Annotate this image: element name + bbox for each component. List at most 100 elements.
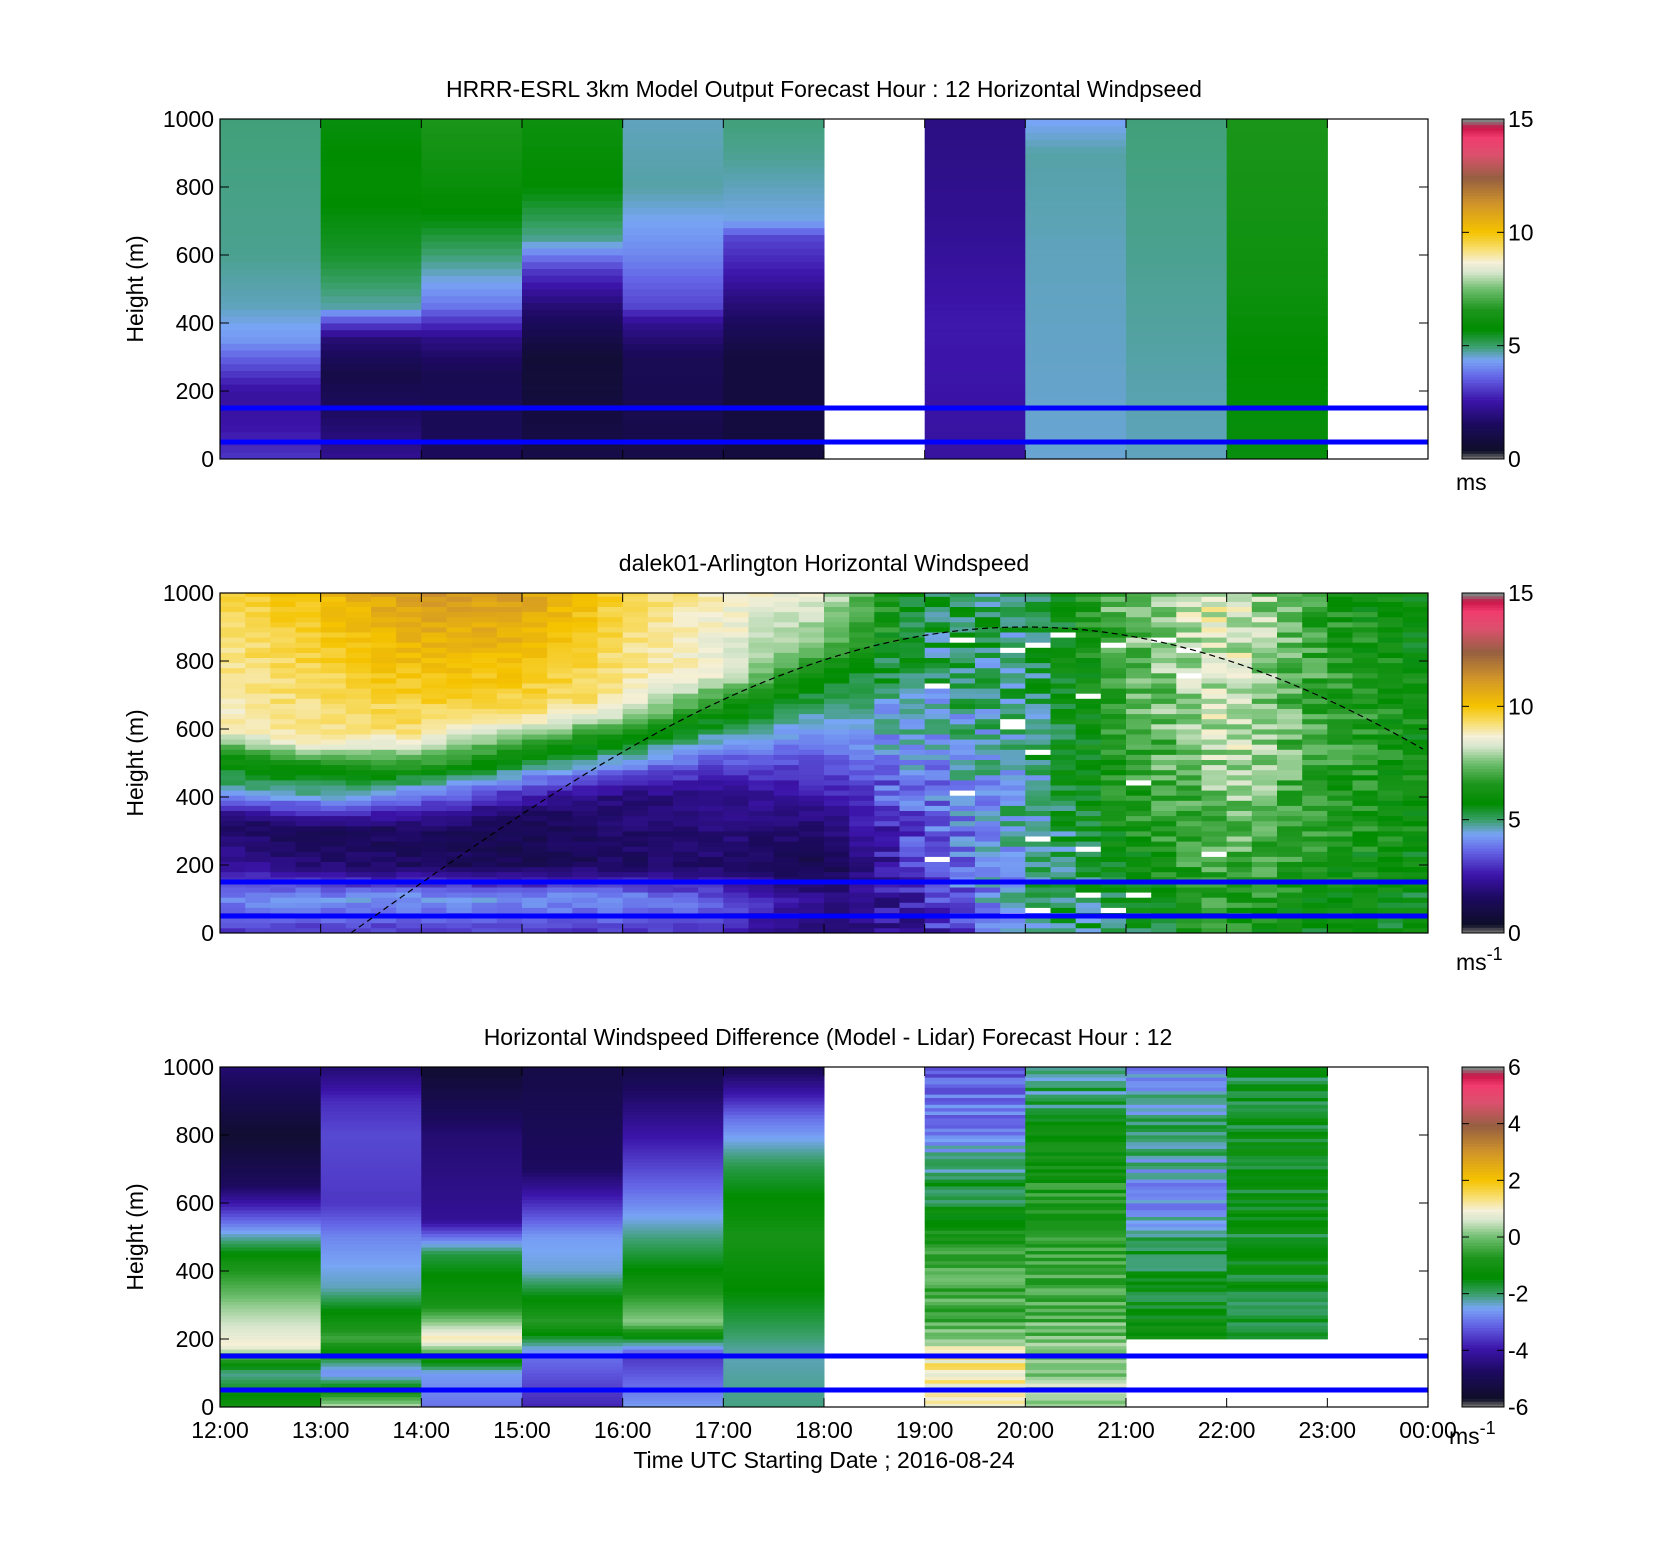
heatmap-cell xyxy=(220,734,246,740)
heatmap-cell xyxy=(320,892,347,898)
heatmap-cell xyxy=(1126,820,1152,827)
heatmap-cell xyxy=(1402,642,1428,648)
heatmap-cell xyxy=(320,350,422,358)
heatmap-cell xyxy=(1000,678,1026,684)
heatmap-cell xyxy=(723,1322,825,1326)
heatmap-cell xyxy=(647,846,674,852)
heatmap-cell xyxy=(1025,927,1051,933)
heatmap-cell xyxy=(320,1305,422,1309)
heatmap-cell xyxy=(975,805,1001,811)
heatmap-cell xyxy=(371,657,397,664)
heatmap-cell xyxy=(698,820,724,827)
heatmap-cell xyxy=(320,841,347,847)
heatmap-cell xyxy=(924,1264,1026,1268)
heatmap-cell xyxy=(1126,1335,1228,1340)
heatmap-cell xyxy=(345,637,372,643)
heatmap-cell xyxy=(1201,657,1228,664)
heatmap-cell xyxy=(1201,652,1228,658)
heatmap-cell xyxy=(773,805,800,811)
heatmap-cell xyxy=(220,1131,322,1136)
heatmap-cell xyxy=(1126,861,1152,868)
heatmap-cell xyxy=(220,1396,322,1401)
heatmap-cell xyxy=(371,810,397,817)
heatmap-cell xyxy=(773,866,800,873)
heatmap-cell xyxy=(320,180,422,188)
heatmap-cell xyxy=(622,1070,724,1075)
heatmap-cell xyxy=(1327,902,1353,908)
heatmap-cell xyxy=(1352,652,1379,658)
heatmap-cell xyxy=(522,193,624,201)
heatmap-cell xyxy=(345,698,372,704)
heatmap-cell xyxy=(1126,1328,1228,1333)
heatmap-cell xyxy=(1402,657,1428,664)
heatmap-cell xyxy=(320,1084,422,1088)
heatmap-cell xyxy=(673,647,699,653)
heatmap-cell xyxy=(924,1393,1026,1398)
colorbar-band xyxy=(1462,325,1504,330)
heatmap-cell xyxy=(647,810,674,817)
heatmap-cell xyxy=(673,887,699,893)
heatmap-cell xyxy=(1151,927,1177,933)
heatmap-cell xyxy=(622,1257,724,1262)
colorbar-band xyxy=(1462,323,1504,327)
heatmap-cell xyxy=(622,1145,724,1149)
colorbar-band xyxy=(1462,890,1504,894)
heatmap-cell xyxy=(748,678,775,684)
heatmap-cell xyxy=(924,1233,1026,1238)
heatmap-cell xyxy=(1126,139,1228,147)
heatmap-cell xyxy=(220,616,246,623)
heatmap-cell xyxy=(673,825,699,832)
heatmap-cell xyxy=(949,831,976,837)
heatmap-cell xyxy=(924,616,951,623)
heatmap-cell xyxy=(1025,642,1051,648)
heatmap-cell xyxy=(824,632,850,638)
heatmap-cell xyxy=(320,672,347,679)
heatmap-cell xyxy=(547,764,573,771)
heatmap-cell xyxy=(421,1369,523,1374)
heatmap-cell xyxy=(1151,698,1177,704)
heatmap-cell xyxy=(949,856,976,862)
heatmap-cell xyxy=(723,384,825,392)
heatmap-cell xyxy=(220,713,246,720)
heatmap-cell xyxy=(622,1393,724,1398)
heatmap-cell xyxy=(622,820,649,827)
heatmap-cell xyxy=(396,667,422,674)
heatmap-cell xyxy=(522,657,548,664)
heatmap-cell xyxy=(1126,146,1228,154)
heatmap-cell xyxy=(1025,892,1051,898)
heatmap-cell xyxy=(220,248,322,256)
heatmap-cell xyxy=(1251,723,1278,730)
heatmap-cell xyxy=(320,323,422,331)
heatmap-cell xyxy=(220,861,246,868)
heatmap-cell xyxy=(1251,667,1278,674)
heatmap-cell xyxy=(1327,596,1353,602)
heatmap-cell xyxy=(421,734,447,740)
heatmap-cell xyxy=(924,1087,1026,1092)
heatmap-cell xyxy=(396,851,422,857)
heatmap-cell xyxy=(1226,248,1328,256)
heatmap-cell xyxy=(1302,815,1328,822)
heatmap-cell xyxy=(1075,642,1102,648)
heatmap-cell xyxy=(345,713,372,720)
heatmap-cell xyxy=(874,785,900,791)
heatmap-cell xyxy=(622,1237,724,1241)
heatmap-cell xyxy=(849,739,875,745)
heatmap-cell xyxy=(220,1291,322,1296)
heatmap-cell xyxy=(723,688,749,694)
heatmap-cell xyxy=(421,729,447,735)
heatmap-cell xyxy=(647,774,674,781)
heatmap-cell xyxy=(773,800,800,806)
heatmap-cell xyxy=(1151,882,1177,888)
heatmap-cell xyxy=(396,657,422,664)
heatmap-cell xyxy=(421,1104,523,1109)
heatmap-cell xyxy=(647,882,674,888)
heatmap-cell xyxy=(496,647,523,653)
heatmap-cell xyxy=(924,1226,1026,1231)
heatmap-cell xyxy=(723,241,825,249)
heatmap-cell xyxy=(1050,739,1077,745)
heatmap-cell xyxy=(270,723,296,730)
heatmap-cell xyxy=(547,596,573,602)
heatmap-cell xyxy=(1025,1213,1127,1217)
heatmap-cell xyxy=(1352,795,1379,801)
heatmap-cell xyxy=(798,713,825,720)
